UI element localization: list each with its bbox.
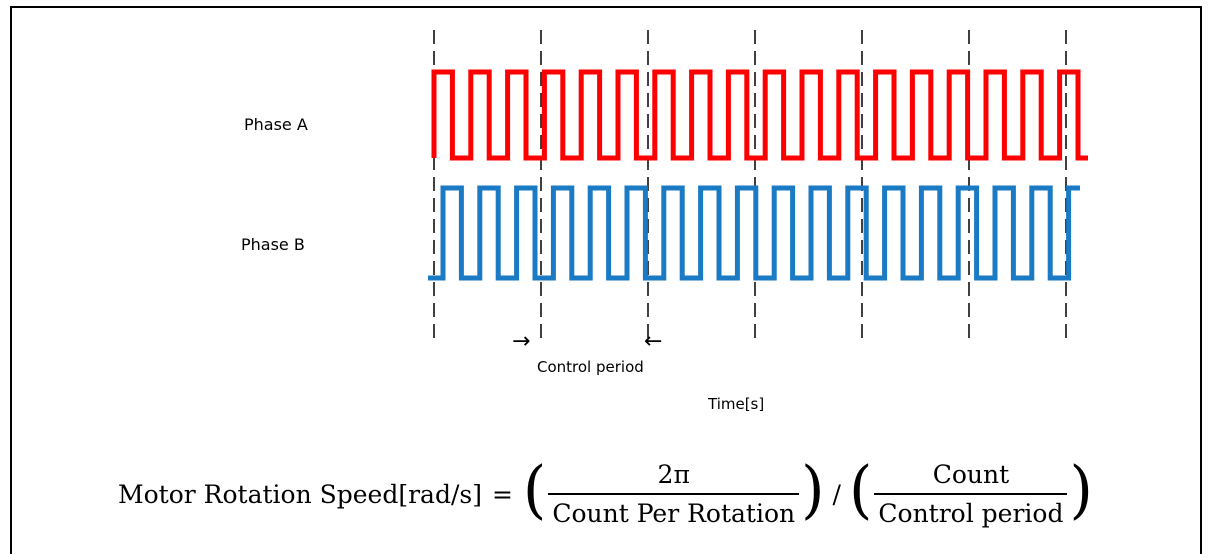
phase-b-waveform [428, 185, 1080, 281]
fraction-numerator: 2π [657, 460, 690, 489]
fraction-angle-per-count: 2π Count Per Rotation [548, 460, 800, 528]
arrow-right-icon: → [512, 329, 530, 354]
fraction-denominator: Count Per Rotation [548, 493, 800, 528]
formula-close-paren: ) [801, 453, 825, 527]
phase-a-waveform [431, 69, 1088, 161]
speed-formula: Motor Rotation Speed[rad/s] = ( 2π Count… [118, 449, 1093, 539]
formula-close-paren: ) [1069, 453, 1093, 527]
phase-b-label: Phase B [241, 235, 305, 254]
fraction-count-per-period: Count Control period [874, 460, 1068, 528]
control-period-label: Control period [537, 358, 644, 376]
phase-a-label: Phase A [244, 115, 308, 134]
formula-open-paren: ( [522, 453, 547, 527]
formula-divide: / [832, 479, 841, 509]
formula-open-paren: ( [848, 453, 873, 527]
control-period-markers [433, 30, 1067, 340]
arrow-left-icon: ← [644, 329, 662, 354]
fraction-denominator: Control period [874, 493, 1068, 528]
fraction-numerator: Count [932, 460, 1010, 489]
formula-equals: = [491, 479, 513, 509]
time-axis-label: Time[s] [707, 395, 764, 413]
formula-lhs: Motor Rotation Speed[rad/s] [118, 479, 482, 509]
figure-frame [10, 6, 1202, 554]
